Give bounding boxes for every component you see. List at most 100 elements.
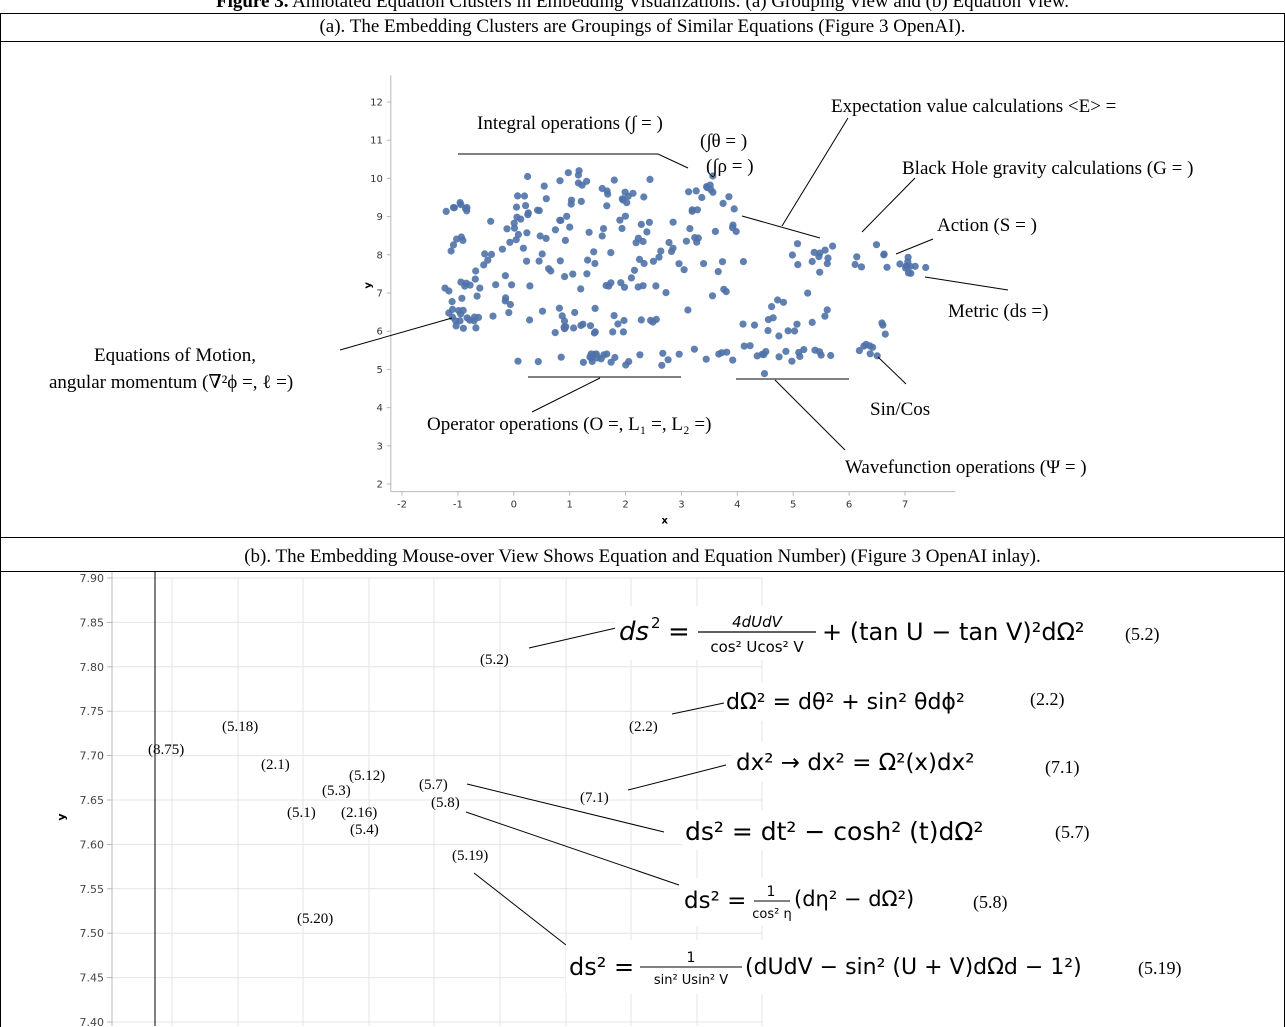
- data-point-132: [551, 329, 559, 337]
- eq-5-19-number: (5.19): [1138, 958, 1182, 979]
- data-point-173: [665, 238, 673, 247]
- data-point-135: [562, 323, 570, 331]
- data-point-158: [607, 249, 615, 257]
- data-point-11: [457, 233, 465, 241]
- eq-5-19-num: 1: [687, 950, 696, 966]
- data-point-255: [779, 298, 788, 306]
- data-point-254: [774, 296, 782, 304]
- data-point-148: [620, 316, 628, 325]
- data-point-65: [540, 182, 548, 190]
- annotation-line-6: [924, 276, 1009, 291]
- eq-7-1-number: (7.1): [1045, 757, 1080, 778]
- point-label-4: (5.12): [349, 768, 385, 784]
- figure-caption: Figure 3. Annotated Equation Clusters in…: [0, 0, 1285, 13]
- data-point-136: [538, 307, 547, 315]
- data-point-219: [514, 357, 522, 365]
- data-point-269: [796, 352, 804, 361]
- data-point-101: [557, 216, 565, 224]
- annotation-label-8: Wavefunction operations (Ψ = ): [845, 457, 1087, 478]
- data-point-140: [586, 322, 595, 330]
- eq-bg-5-8: [680, 878, 1020, 926]
- data-point-247: [784, 327, 792, 335]
- data-point-237: [739, 258, 748, 266]
- data-point-299: [881, 330, 889, 338]
- eq-5-2-rest: + (tan U − tan V)²dΩ²: [822, 618, 1085, 646]
- data-point-166: [640, 193, 648, 201]
- y-tick-label-6: 7.70: [80, 750, 105, 763]
- data-point-103: [523, 257, 531, 265]
- data-point-69: [520, 192, 529, 200]
- annotation-line-0: [458, 153, 689, 169]
- data-point-1: [456, 199, 464, 207]
- data-point-83: [567, 200, 575, 208]
- data-point-13: [448, 298, 456, 306]
- panel-a-title: (a). The Embedding Clusters are Grouping…: [319, 16, 966, 37]
- eq-bg-7-1: [733, 742, 1088, 782]
- data-point-26: [463, 314, 471, 322]
- data-point-284: [853, 253, 861, 261]
- data-point-92: [542, 234, 550, 242]
- eq-5-8-rest: (dη² − dΩ²): [794, 887, 914, 911]
- y-tick-label-4: 7.60: [80, 838, 105, 851]
- data-point-52: [472, 267, 480, 275]
- data-point-41: [489, 312, 497, 320]
- point-label-14: (7.1): [580, 790, 609, 806]
- data-point-73: [542, 195, 550, 203]
- point-label-7: (5.4): [350, 822, 379, 838]
- data-point-278: [824, 254, 832, 262]
- data-point-63: [514, 230, 523, 239]
- data-point-133: [558, 312, 566, 320]
- data-point-261: [804, 289, 812, 297]
- point-label-13: (2.2): [629, 719, 658, 735]
- data-point-98: [522, 202, 530, 210]
- data-point-253: [775, 332, 783, 340]
- data-point-91: [551, 226, 560, 234]
- eq-5-7-number: (5.7): [1055, 822, 1090, 843]
- data-point-50: [476, 284, 484, 292]
- data-point-46: [457, 278, 465, 286]
- annotation-label-6: Metric (ds =): [948, 301, 1048, 322]
- annotation-label-5: Action (S = ): [937, 215, 1037, 236]
- data-point-172: [655, 253, 663, 261]
- point-label-3: (5.3): [322, 783, 351, 799]
- y-tick-label-2: 4: [376, 403, 382, 414]
- y-tick-label-7: 9: [376, 212, 382, 223]
- data-point-309: [907, 269, 915, 277]
- eq-5-2-sup: 2: [651, 614, 661, 632]
- data-point-123: [561, 273, 569, 281]
- annotation-label-3: Expectation value calculations <E> =: [831, 96, 1116, 117]
- data-point-60: [510, 219, 518, 227]
- data-point-157: [645, 218, 654, 226]
- data-point-44: [487, 250, 496, 258]
- data-point-204: [669, 218, 677, 226]
- annotation-line-5: [895, 238, 934, 255]
- equation-2-2: dΩ² = dθ² + sin² θdϕ²: [726, 690, 965, 715]
- data-point-111: [556, 257, 564, 265]
- data-point-179: [675, 260, 683, 268]
- data-point-287: [872, 241, 881, 249]
- data-point-233: [718, 258, 727, 266]
- data-point-279: [793, 240, 802, 248]
- data-point-54: [492, 281, 500, 289]
- annotation-label-0: Integral operations (∫ = ): [477, 113, 663, 135]
- data-point-182: [662, 289, 670, 297]
- eq-5-19-lhs: ds² =: [569, 953, 634, 981]
- data-point-141: [619, 328, 628, 336]
- y-tick-label-7: 7.75: [80, 705, 105, 718]
- y-tick-label-8: 7.80: [80, 661, 105, 674]
- equation-5-19: ds² = 1 sin² Usin² V (dUdV − sin² (U + V)d…: [569, 950, 1082, 988]
- annotation-label-7: Sin/Cos: [870, 399, 930, 420]
- data-point-164: [629, 189, 637, 197]
- eq-5-2-lhs: ds: [619, 617, 649, 647]
- data-point-38: [466, 281, 474, 289]
- data-point-280: [829, 242, 837, 250]
- data-point-45: [484, 256, 492, 264]
- point-label-9: (5.8): [431, 795, 460, 811]
- data-point-234: [714, 268, 722, 276]
- data-point-194: [709, 172, 717, 180]
- data-point-281: [821, 246, 829, 254]
- data-point-138: [637, 316, 645, 324]
- data-point-120: [607, 279, 615, 287]
- data-point-99: [566, 223, 574, 231]
- data-point-51: [480, 261, 488, 269]
